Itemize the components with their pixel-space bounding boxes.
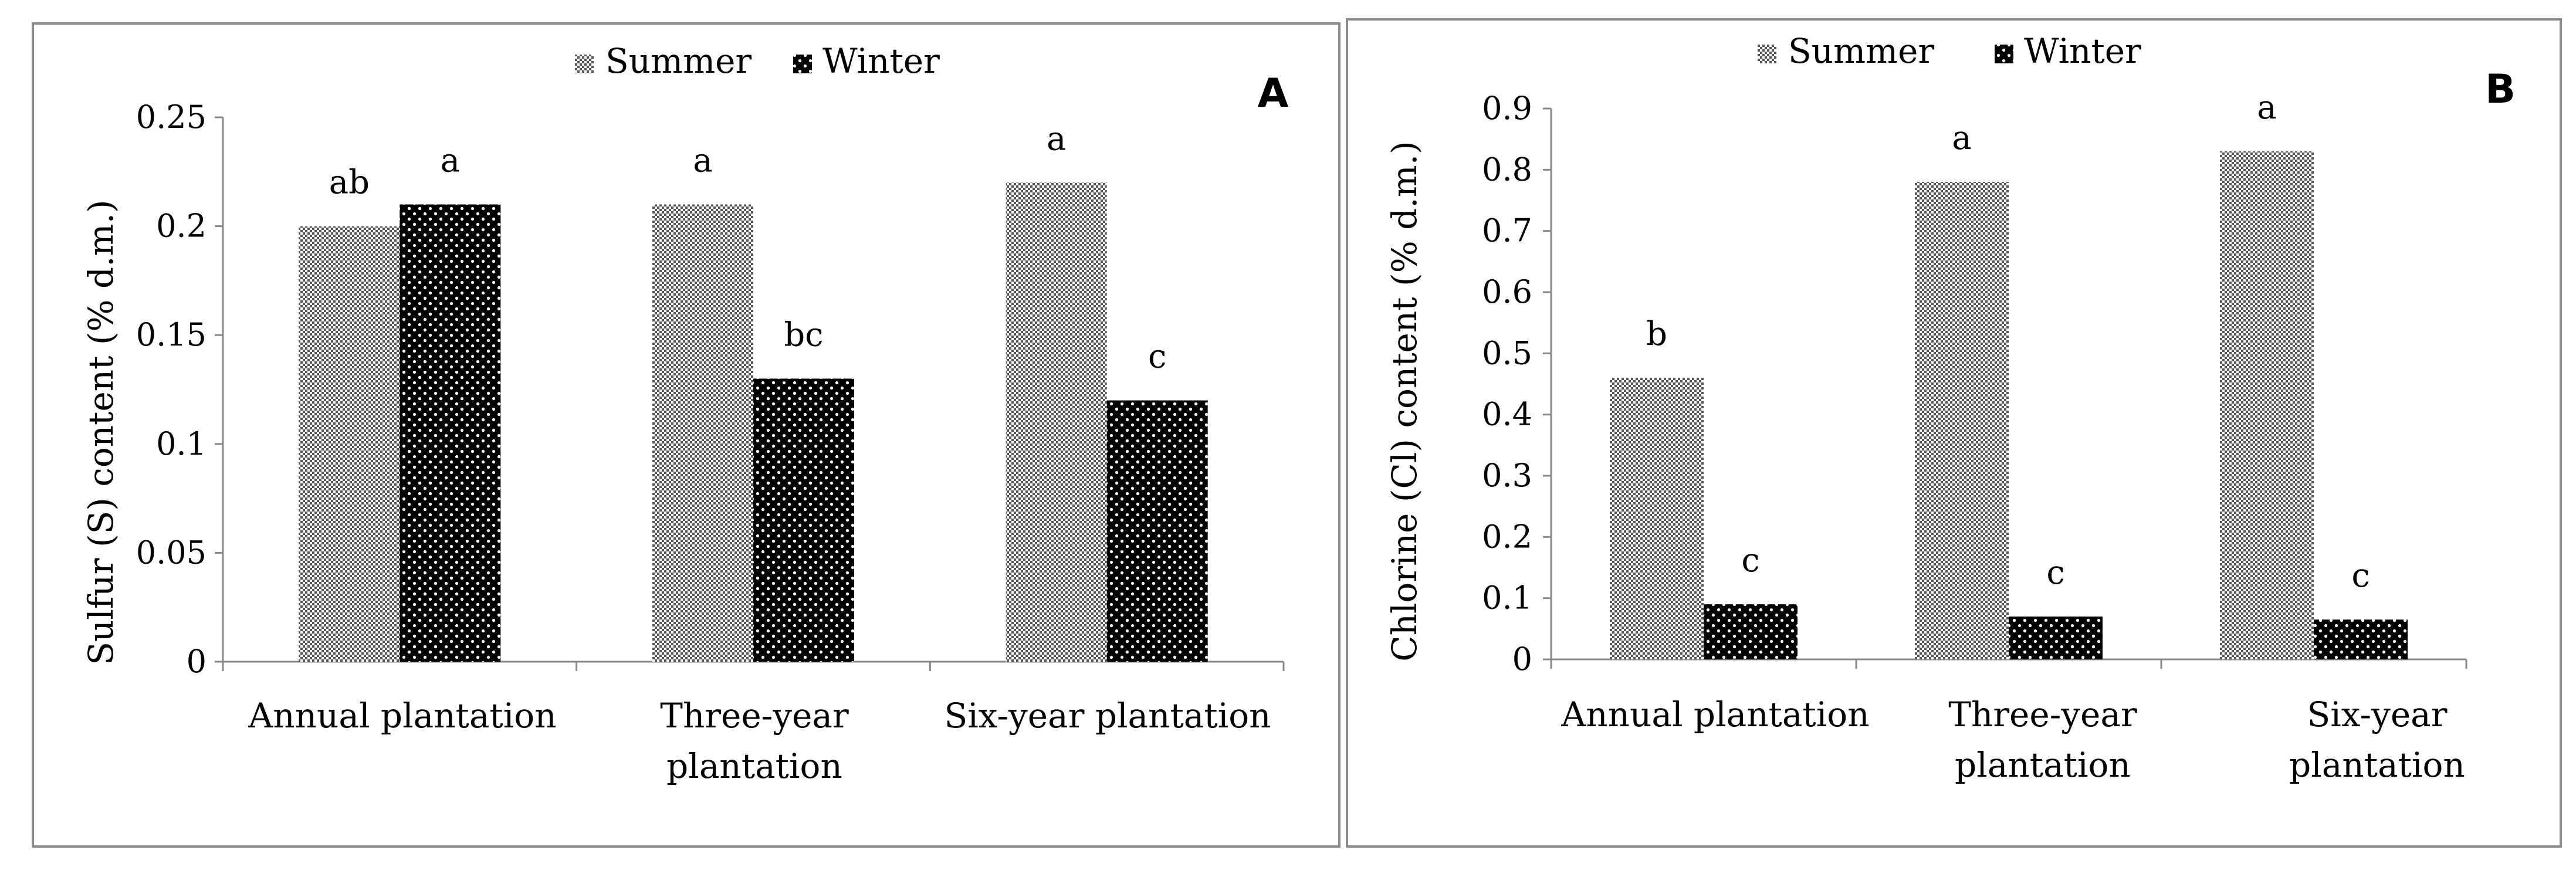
legend-label-winter: Winter xyxy=(822,41,940,81)
bar-summer xyxy=(652,204,753,662)
significance-letter: c xyxy=(2351,557,2369,595)
category-label: plantation xyxy=(1955,745,2131,785)
bar-summer xyxy=(2220,151,2314,659)
y-axis-label: Chlorine (Cl) content (% d.m.) xyxy=(1385,141,1424,662)
panel-letter: A xyxy=(1258,70,1289,117)
significance-letter: b xyxy=(1646,315,1667,353)
bar-winter xyxy=(1106,400,1208,662)
y-tick-label: 0 xyxy=(1512,641,1532,678)
legend-label-winter: Winter xyxy=(2024,31,2141,71)
category-label: Three-year xyxy=(1948,695,2137,734)
legend: Summer Winter xyxy=(575,41,940,81)
bar-winter xyxy=(2009,616,2103,659)
y-tick-label: 0.5 xyxy=(1482,334,1532,371)
y-tick-label: 0.15 xyxy=(136,316,207,353)
y-tick-label: 0.05 xyxy=(136,534,207,571)
y-axis-label: Sulfur (S) content (% d.m.) xyxy=(81,199,121,665)
panel-border xyxy=(32,22,1341,848)
bar-summer xyxy=(1006,182,1107,662)
bar-winter xyxy=(1704,604,1798,659)
y-axis-ticks: 0 0.05 0.1 0.15 0.2 0.25 xyxy=(136,99,223,680)
panel-border xyxy=(1346,18,2562,848)
y-tick-label: 0 xyxy=(187,643,207,680)
category-label: Annual plantation xyxy=(1561,695,1869,734)
significance-letter: a xyxy=(1952,119,1971,157)
significance-letter: a xyxy=(2257,89,2276,127)
significance-letter: ab xyxy=(329,164,370,202)
panel-letter: B xyxy=(2485,66,2516,113)
legend-swatch-winter xyxy=(1995,45,2013,63)
legend-swatch-winter xyxy=(793,55,812,73)
legend-label-summer: Summer xyxy=(605,41,752,81)
category-label: plantation xyxy=(2289,745,2465,785)
significance-letter: c xyxy=(1741,541,1759,580)
x-axis-ticks xyxy=(222,662,1285,671)
bars xyxy=(1610,151,2408,659)
legend: Summer Winter xyxy=(1758,31,2141,71)
significance-letter: c xyxy=(2046,554,2064,592)
significance-letter: c xyxy=(1148,338,1166,376)
bar-summer xyxy=(1610,378,1704,659)
significance-letter: a xyxy=(693,141,712,180)
y-tick-label: 0.2 xyxy=(156,208,207,245)
y-tick-label: 0.3 xyxy=(1482,457,1532,494)
significance-letter: a xyxy=(1047,120,1066,158)
category-labels: Annual plantation Three-year plantation Six… xyxy=(248,696,1271,786)
y-tick-label: 0.1 xyxy=(1482,580,1532,617)
y-tick-label: 0.1 xyxy=(156,425,207,462)
y-tick-label: 0.8 xyxy=(1482,151,1532,188)
y-tick-label: 0.2 xyxy=(1482,518,1532,555)
legend-swatch-summer xyxy=(575,55,594,73)
y-tick-label: 0.25 xyxy=(136,99,207,136)
significance-letter: bc xyxy=(784,316,823,354)
category-label: Annual plantation xyxy=(248,696,556,736)
chart-panel-b: Summer Winter B Chlorine (Cl) content (%… xyxy=(1346,18,2562,848)
chart-panel-a: Summer Winter A Sulfur (S) content (% d.… xyxy=(32,22,1341,848)
bars xyxy=(299,182,1208,662)
legend-label-summer: Summer xyxy=(1788,31,1934,71)
significance-letter: a xyxy=(441,141,460,180)
x-axis-ticks xyxy=(1550,659,2467,669)
y-tick-label: 0.6 xyxy=(1482,273,1532,310)
bar-summer xyxy=(299,226,400,662)
significance-letters: b a a c c c xyxy=(1646,89,2370,595)
y-axis-ticks: 0 0.1 0.2 0.3 0.4 0.5 0.6 0.7 0.8 0.9 xyxy=(1482,90,1551,678)
legend-swatch-summer xyxy=(1758,45,1776,63)
category-label: Three-year xyxy=(660,696,849,736)
bar-summer xyxy=(1915,182,2009,659)
y-tick-label: 0.9 xyxy=(1482,90,1532,127)
category-label: Six-year plantation xyxy=(944,696,1271,736)
bar-winter xyxy=(400,204,501,662)
y-tick-label: 0.7 xyxy=(1482,212,1532,249)
y-tick-label: 0.4 xyxy=(1482,396,1532,433)
bar-winter xyxy=(753,378,854,662)
category-label: plantation xyxy=(666,746,842,786)
category-label: Six-year xyxy=(2307,695,2448,734)
bar-winter xyxy=(2314,619,2408,659)
category-labels: Annual plantation Three-year plantation Six… xyxy=(1561,695,2465,785)
significance-letters: ab a a a bc c xyxy=(329,120,1167,375)
